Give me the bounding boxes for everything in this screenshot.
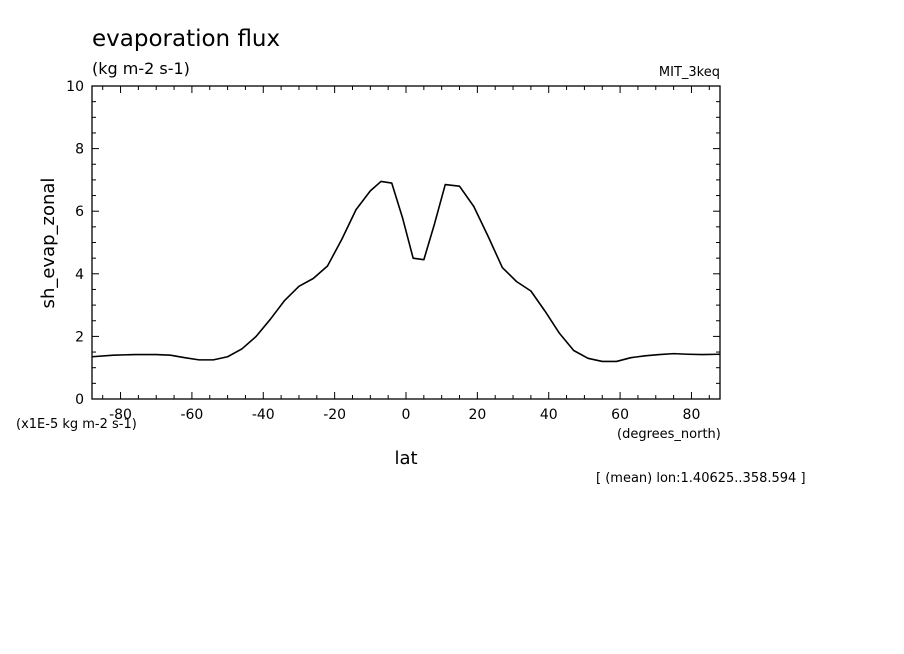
y-tick-label: 10 (66, 79, 84, 95)
x-units-label: (degrees_north) (617, 427, 721, 442)
x-tick-label: 0 (402, 407, 411, 423)
x-tick-label: 80 (683, 407, 701, 423)
y-axis-label: sh_evap_zonal (38, 178, 59, 309)
y-tick-label: 0 (75, 392, 84, 408)
model-label: MIT_3keq (659, 65, 720, 80)
plot-frame (91, 85, 721, 400)
y-tick-label: 6 (75, 204, 84, 220)
x-tick-label: 40 (540, 407, 558, 423)
x-tick-label: -60 (180, 407, 203, 423)
axis-ticks (92, 85, 720, 400)
x-tick-label: -20 (323, 407, 346, 423)
x-axis-label: lat (394, 448, 417, 469)
x-tick-label: 20 (468, 407, 486, 423)
x-tick-labels: -80 -60 -40 -20 0 20 40 60 80 (109, 407, 700, 423)
chart-title: evaporation flux (92, 26, 280, 52)
footnote-lon-range: [ (mean) lon:1.40625..358.594 ] (596, 471, 806, 486)
y-tick-label: 8 (75, 142, 84, 158)
chart-subtitle: (kg m-2 s-1) (92, 59, 190, 78)
x-tick-label: -80 (109, 407, 132, 423)
y-tick-labels: 0 2 4 6 8 10 (66, 79, 84, 408)
series-line-sh-evap-zonal (91, 180, 721, 363)
y-tick-label: 2 (75, 329, 84, 345)
y-scale-note: (x1E-5 kg m-2 s-1) (16, 417, 137, 432)
x-tick-label: 60 (611, 407, 629, 423)
x-tick-label: -40 (252, 407, 275, 423)
y-tick-label: 4 (75, 267, 84, 283)
